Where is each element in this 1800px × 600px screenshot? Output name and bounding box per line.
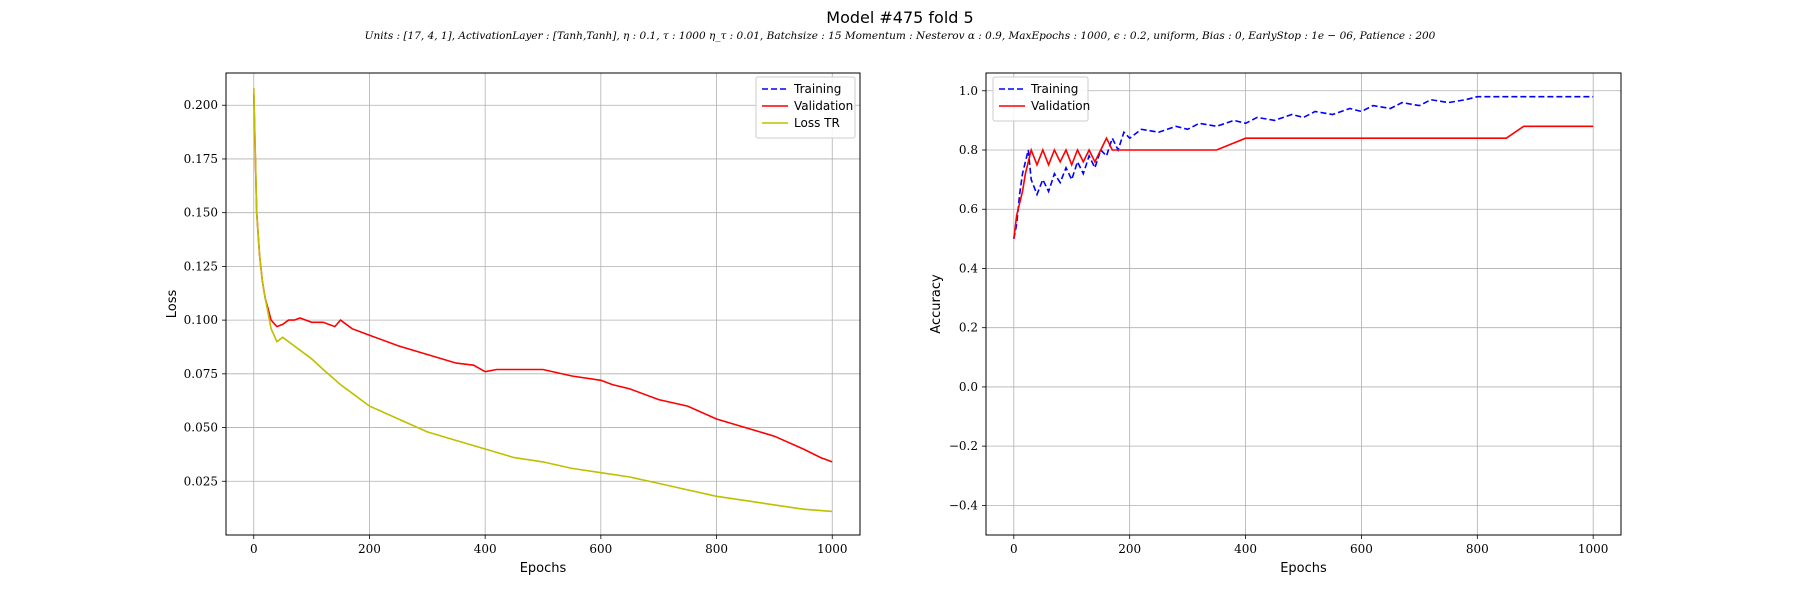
series-line-loss-tr — [253, 87, 833, 513]
axes-frame — [225, 72, 861, 536]
x-tick-label: 600 — [589, 542, 612, 556]
y-tick-label: 1.0 — [959, 84, 978, 98]
series-line-validation — [1013, 125, 1594, 239]
chart-panel-1: 0 200 400 600 800 1000 0.025 0.050 0.075 0.100 0.1… — [165, 72, 861, 576]
legend-label: Validation — [794, 99, 853, 113]
y-tick-label: 0.200 — [184, 98, 218, 112]
figure-title: Model #475 fold 5 — [826, 8, 974, 27]
y-axis-label: Loss — [165, 290, 180, 319]
x-tick-label: 400 — [1234, 542, 1257, 556]
y-tick-label: 0.100 — [184, 313, 218, 327]
x-axis-label: Epochs — [1280, 561, 1327, 576]
y-tick-label: −0.2 — [949, 439, 978, 453]
legend: Training Validation Loss TR — [755, 76, 856, 139]
legend-label: Training — [793, 82, 841, 96]
y-tick-label: 0.025 — [184, 474, 218, 488]
legend-box — [992, 76, 1089, 122]
x-axis-label: Epochs — [520, 561, 567, 576]
y-tick-label: 0.150 — [184, 206, 218, 220]
axes-frame — [985, 72, 1622, 536]
x-tick-label: 400 — [474, 542, 497, 556]
y-tick-label: 0.8 — [959, 143, 978, 157]
x-tick-label: 600 — [1350, 542, 1373, 556]
y-tick-label: 0.4 — [959, 261, 978, 275]
y-tick-label: 0.075 — [184, 367, 218, 381]
legend-label: Loss TR — [794, 116, 840, 130]
x-tick-label: 0 — [1010, 542, 1018, 556]
x-tick-label: 200 — [358, 542, 381, 556]
legend-label: Validation — [1031, 99, 1090, 113]
x-tick-label: 800 — [1466, 542, 1489, 556]
legend: Training Validation — [992, 76, 1090, 122]
y-axis-label: Accuracy — [929, 274, 944, 334]
x-tick-label: 1000 — [817, 542, 848, 556]
y-tick-label: 0.2 — [959, 321, 978, 335]
chart-panel-2: 0 200 400 600 800 1000 −0.4 −0.2 0.0 0.2 0.4 0.6 0.8… — [929, 72, 1622, 576]
y-tick-label: 0.050 — [184, 421, 218, 435]
y-tick-label: −0.4 — [949, 498, 979, 512]
y-tick-label: 0.125 — [184, 259, 218, 273]
series-line-training — [1013, 95, 1594, 239]
y-tick-label: 0.0 — [959, 380, 978, 394]
x-tick-label: 200 — [1118, 542, 1141, 556]
legend-label: Training — [1030, 82, 1078, 96]
y-tick-label: 0.6 — [959, 202, 978, 216]
x-tick-label: 800 — [705, 542, 728, 556]
x-tick-label: 0 — [250, 542, 258, 556]
series-line-validation — [253, 94, 833, 463]
figure-subtitle: Units : [17, 4, 1], ActivationLayer : [T… — [364, 30, 1436, 42]
x-tick-label: 1000 — [1578, 542, 1609, 556]
y-tick-label: 0.175 — [184, 152, 218, 166]
